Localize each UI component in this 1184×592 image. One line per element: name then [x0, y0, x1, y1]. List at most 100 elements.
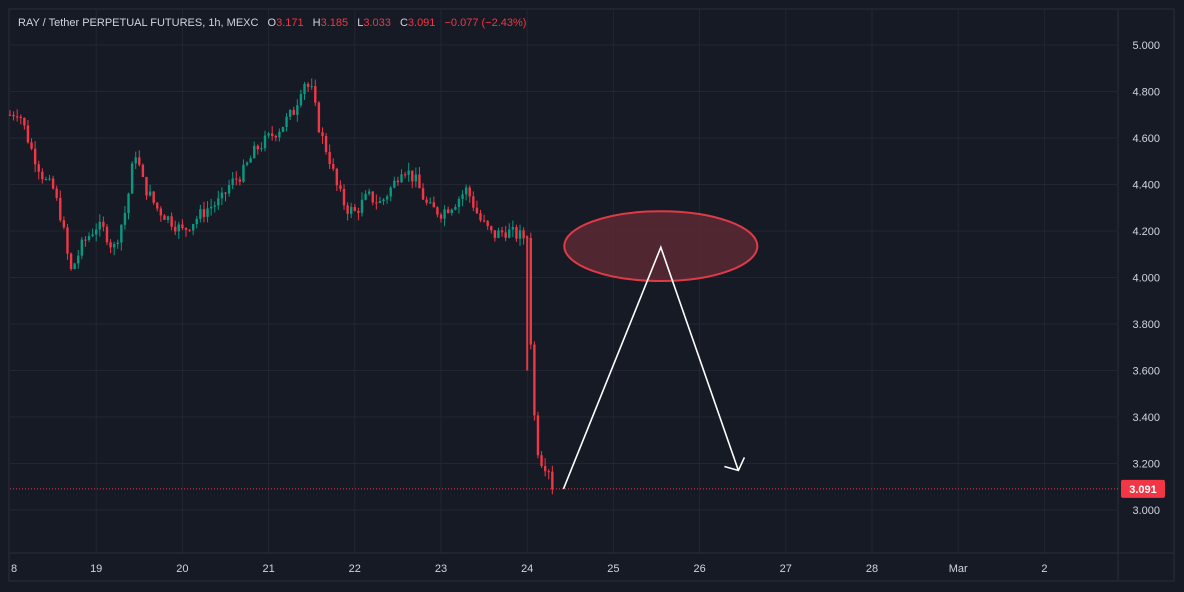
candle-body [235, 178, 238, 180]
candle-body [479, 213, 482, 221]
candle-body [48, 178, 51, 180]
candle-body [486, 220, 489, 227]
chart-frame [8, 8, 1175, 582]
y-tick-label: 4.400 [1132, 180, 1160, 192]
low-label: L [357, 17, 364, 29]
x-tick-label: Mar [949, 563, 968, 575]
candle-body [464, 187, 468, 195]
candle-body [468, 187, 471, 197]
candle-body [285, 116, 288, 127]
candle-body [19, 116, 22, 118]
candle-body [224, 192, 227, 194]
candle-body [403, 174, 407, 176]
high-value: 3.185 [320, 17, 349, 29]
last-price-label: 3.091 [1129, 484, 1157, 496]
symbol-title: RAY / Tether PERPETUAL FUTURES, 1h, MEXC [18, 17, 259, 29]
x-tick-label: 21 [262, 563, 274, 575]
candle-body [256, 145, 260, 150]
x-tick-label: 2 [1041, 563, 1047, 575]
candle-body [529, 237, 532, 345]
candle-body [389, 187, 392, 197]
x-tick-label: 26 [693, 563, 705, 575]
candle-body [120, 224, 123, 243]
candle-body [511, 227, 515, 230]
x-tick-label: 19 [90, 563, 102, 575]
candle-body [493, 230, 497, 238]
arrow-head [724, 457, 746, 472]
y-tick-label: 4.200 [1132, 226, 1160, 238]
candle-body [270, 133, 274, 136]
candle-body [62, 220, 66, 228]
candle-body [310, 86, 313, 88]
candle-body [8, 114, 12, 116]
candle-body [30, 142, 33, 149]
candle-body [299, 94, 303, 106]
candle-body [217, 198, 220, 206]
close-value: 3.091 [407, 17, 436, 29]
candle-body [551, 471, 554, 490]
candle-body [314, 86, 317, 103]
candle-body [55, 188, 58, 198]
candle-body [382, 199, 385, 202]
low-value: 3.033 [363, 17, 391, 29]
candle-body [249, 158, 252, 163]
candle-body [41, 171, 44, 180]
y-tick-label: 3.800 [1132, 319, 1160, 331]
candle-body [432, 202, 436, 208]
x-tick-label: 20 [176, 563, 188, 575]
candle-body [95, 229, 98, 235]
candle-body [253, 145, 256, 159]
candle-body [148, 191, 152, 196]
candle-body [33, 148, 37, 165]
candle-body [332, 164, 335, 169]
candle-body [184, 227, 188, 230]
candle-body [174, 226, 177, 232]
x-tick-label: 28 [866, 563, 878, 575]
candle-body [242, 164, 245, 182]
candle-body [69, 253, 73, 270]
projection-arrow [562, 244, 740, 490]
y-tick-label: 3.200 [1132, 459, 1160, 471]
candle-body [15, 116, 19, 118]
candle-body [396, 180, 400, 183]
candle-body [439, 214, 443, 219]
candle-body [303, 83, 306, 95]
candle-body [421, 188, 425, 200]
candle-body [163, 215, 166, 220]
y-tick-label: 4.800 [1132, 87, 1160, 99]
candle-body [206, 208, 209, 217]
candle-body [112, 243, 116, 248]
candle-body [353, 207, 356, 211]
x-tick-label: 22 [349, 563, 361, 575]
candle-body [385, 196, 389, 200]
candle-body [130, 163, 134, 194]
symbol-legend: RAY / Tether PERPETUAL FUTURES, 1h, MEXC… [18, 17, 526, 29]
candle-body [37, 164, 40, 172]
candle-body [260, 148, 263, 150]
y-tick-label: 4.000 [1132, 273, 1160, 285]
candle-body [540, 455, 543, 467]
candle-body [378, 201, 382, 203]
candle-body [66, 227, 69, 254]
candle-body [364, 193, 367, 200]
candle-body [141, 164, 145, 177]
y-tick-label: 5.000 [1132, 40, 1160, 52]
candle-body [482, 220, 486, 222]
candle-body [328, 151, 331, 165]
candle-body [281, 126, 285, 132]
last-price-badge [1121, 479, 1165, 498]
y-tick-label: 4.600 [1132, 133, 1160, 145]
candle-body [26, 125, 30, 143]
candle-body [436, 207, 439, 215]
candle-body [335, 168, 339, 186]
candle-body [475, 207, 479, 214]
candle-body [317, 102, 321, 133]
candle-body [177, 224, 181, 232]
candle-body [418, 174, 421, 189]
candle-body [73, 263, 76, 270]
candle-body [231, 178, 234, 186]
close-label: C [399, 17, 408, 29]
y-tick-label: 3.600 [1132, 366, 1160, 378]
